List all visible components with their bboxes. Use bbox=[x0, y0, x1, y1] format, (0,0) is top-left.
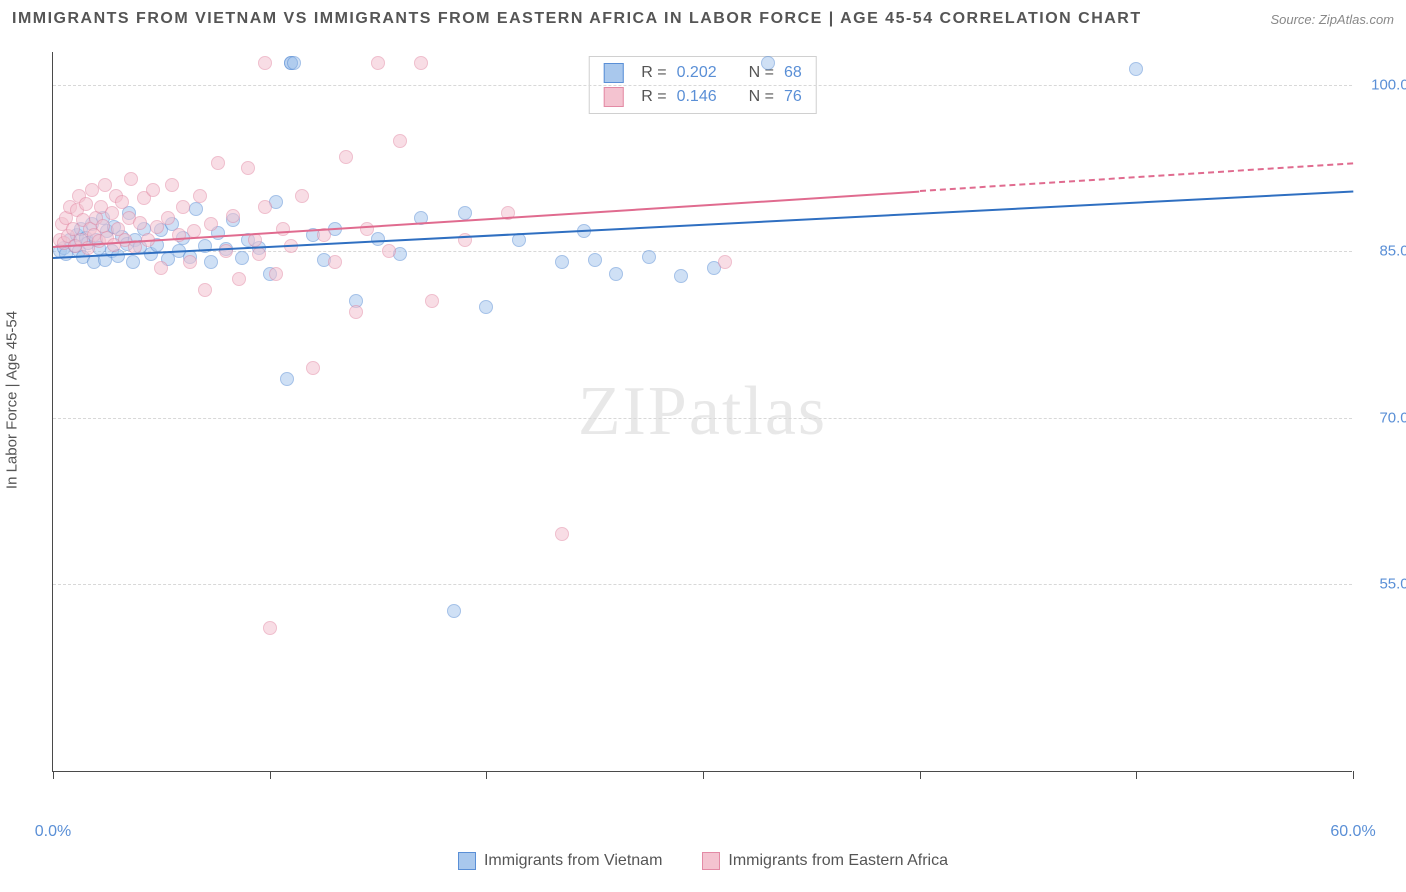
data-point bbox=[447, 604, 461, 618]
data-point bbox=[414, 56, 428, 70]
data-point bbox=[1129, 62, 1143, 76]
data-point bbox=[241, 161, 255, 175]
gridline bbox=[53, 584, 1352, 585]
data-point bbox=[198, 283, 212, 297]
data-point bbox=[165, 178, 179, 192]
data-point bbox=[204, 255, 218, 269]
scatter-plot: ZIPatlas R =0.202N =68R =0.146N =76 55.0… bbox=[52, 52, 1352, 772]
data-point bbox=[269, 267, 283, 281]
x-tick-label: 60.0% bbox=[1330, 823, 1375, 841]
data-point bbox=[555, 527, 569, 541]
data-point bbox=[295, 189, 309, 203]
legend-swatch bbox=[702, 852, 720, 870]
data-point bbox=[555, 255, 569, 269]
x-tick bbox=[1136, 771, 1137, 779]
n-value: 76 bbox=[784, 88, 802, 106]
data-point bbox=[258, 200, 272, 214]
x-tick-label: 0.0% bbox=[35, 823, 71, 841]
data-point bbox=[306, 361, 320, 375]
data-point bbox=[115, 195, 129, 209]
watermark: ZIPatlas bbox=[578, 372, 827, 452]
n-label: N = bbox=[749, 88, 774, 106]
data-point bbox=[479, 300, 493, 314]
data-point bbox=[79, 197, 93, 211]
data-point bbox=[349, 305, 363, 319]
data-point bbox=[124, 172, 138, 186]
gridline bbox=[53, 251, 1352, 252]
stats-row: R = 0.146 N = 76 bbox=[603, 85, 802, 109]
legend-swatch bbox=[603, 87, 623, 107]
data-point bbox=[588, 253, 602, 267]
y-tick-label: 85.0% bbox=[1362, 243, 1406, 260]
data-point bbox=[339, 150, 353, 164]
gridline bbox=[53, 85, 1352, 86]
x-tick bbox=[703, 771, 704, 779]
data-point bbox=[105, 206, 119, 220]
y-tick-label: 70.0% bbox=[1362, 409, 1406, 426]
data-point bbox=[204, 217, 218, 231]
x-tick bbox=[53, 771, 54, 779]
r-label: R = bbox=[641, 88, 666, 106]
data-point bbox=[393, 134, 407, 148]
n-value: 68 bbox=[784, 64, 802, 82]
data-point bbox=[371, 56, 385, 70]
data-point bbox=[154, 261, 168, 275]
data-point bbox=[458, 206, 472, 220]
legend-item: Immigrants from Vietnam bbox=[458, 852, 662, 870]
series-legend: Immigrants from Vietnam Immigrants from E… bbox=[0, 852, 1406, 870]
data-point bbox=[258, 56, 272, 70]
legend-swatch bbox=[458, 852, 476, 870]
x-tick bbox=[486, 771, 487, 779]
data-point bbox=[232, 272, 246, 286]
data-point bbox=[146, 183, 160, 197]
r-value: 0.146 bbox=[677, 88, 717, 106]
data-point bbox=[761, 56, 775, 70]
y-tick-label: 55.0% bbox=[1362, 575, 1406, 592]
data-point bbox=[287, 56, 301, 70]
x-tick bbox=[1353, 771, 1354, 779]
r-label: R = bbox=[641, 64, 666, 82]
data-point bbox=[211, 156, 225, 170]
data-point bbox=[189, 202, 203, 216]
source-label: Source: ZipAtlas.com bbox=[1270, 12, 1394, 27]
data-point bbox=[642, 250, 656, 264]
data-point bbox=[126, 255, 140, 269]
trend-line bbox=[53, 190, 1353, 258]
data-point bbox=[176, 200, 190, 214]
data-point bbox=[718, 255, 732, 269]
data-point bbox=[425, 294, 439, 308]
chart-title: IMMIGRANTS FROM VIETNAM VS IMMIGRANTS FR… bbox=[12, 10, 1142, 28]
x-tick bbox=[270, 771, 271, 779]
y-tick-label: 100.0% bbox=[1362, 77, 1406, 94]
legend-item: Immigrants from Eastern Africa bbox=[702, 852, 948, 870]
data-point bbox=[226, 209, 240, 223]
data-point bbox=[360, 222, 374, 236]
gridline bbox=[53, 418, 1352, 419]
data-point bbox=[193, 189, 207, 203]
data-point bbox=[219, 244, 233, 258]
data-point bbox=[85, 183, 99, 197]
r-value: 0.202 bbox=[677, 64, 717, 82]
data-point bbox=[183, 255, 197, 269]
data-point bbox=[276, 222, 290, 236]
data-point bbox=[674, 269, 688, 283]
data-point bbox=[382, 244, 396, 258]
data-point bbox=[98, 178, 112, 192]
y-axis-label: In Labor Force | Age 45-54 bbox=[4, 311, 21, 489]
data-point bbox=[235, 251, 249, 265]
data-point bbox=[328, 255, 342, 269]
x-tick bbox=[920, 771, 921, 779]
legend-swatch bbox=[603, 63, 623, 83]
data-point bbox=[133, 216, 147, 230]
data-point bbox=[609, 267, 623, 281]
legend-label: Immigrants from Vietnam bbox=[484, 852, 662, 869]
data-point bbox=[161, 211, 175, 225]
data-point bbox=[280, 372, 294, 386]
trend-line bbox=[920, 163, 1353, 193]
legend-label: Immigrants from Eastern Africa bbox=[728, 852, 948, 869]
data-point bbox=[263, 621, 277, 635]
